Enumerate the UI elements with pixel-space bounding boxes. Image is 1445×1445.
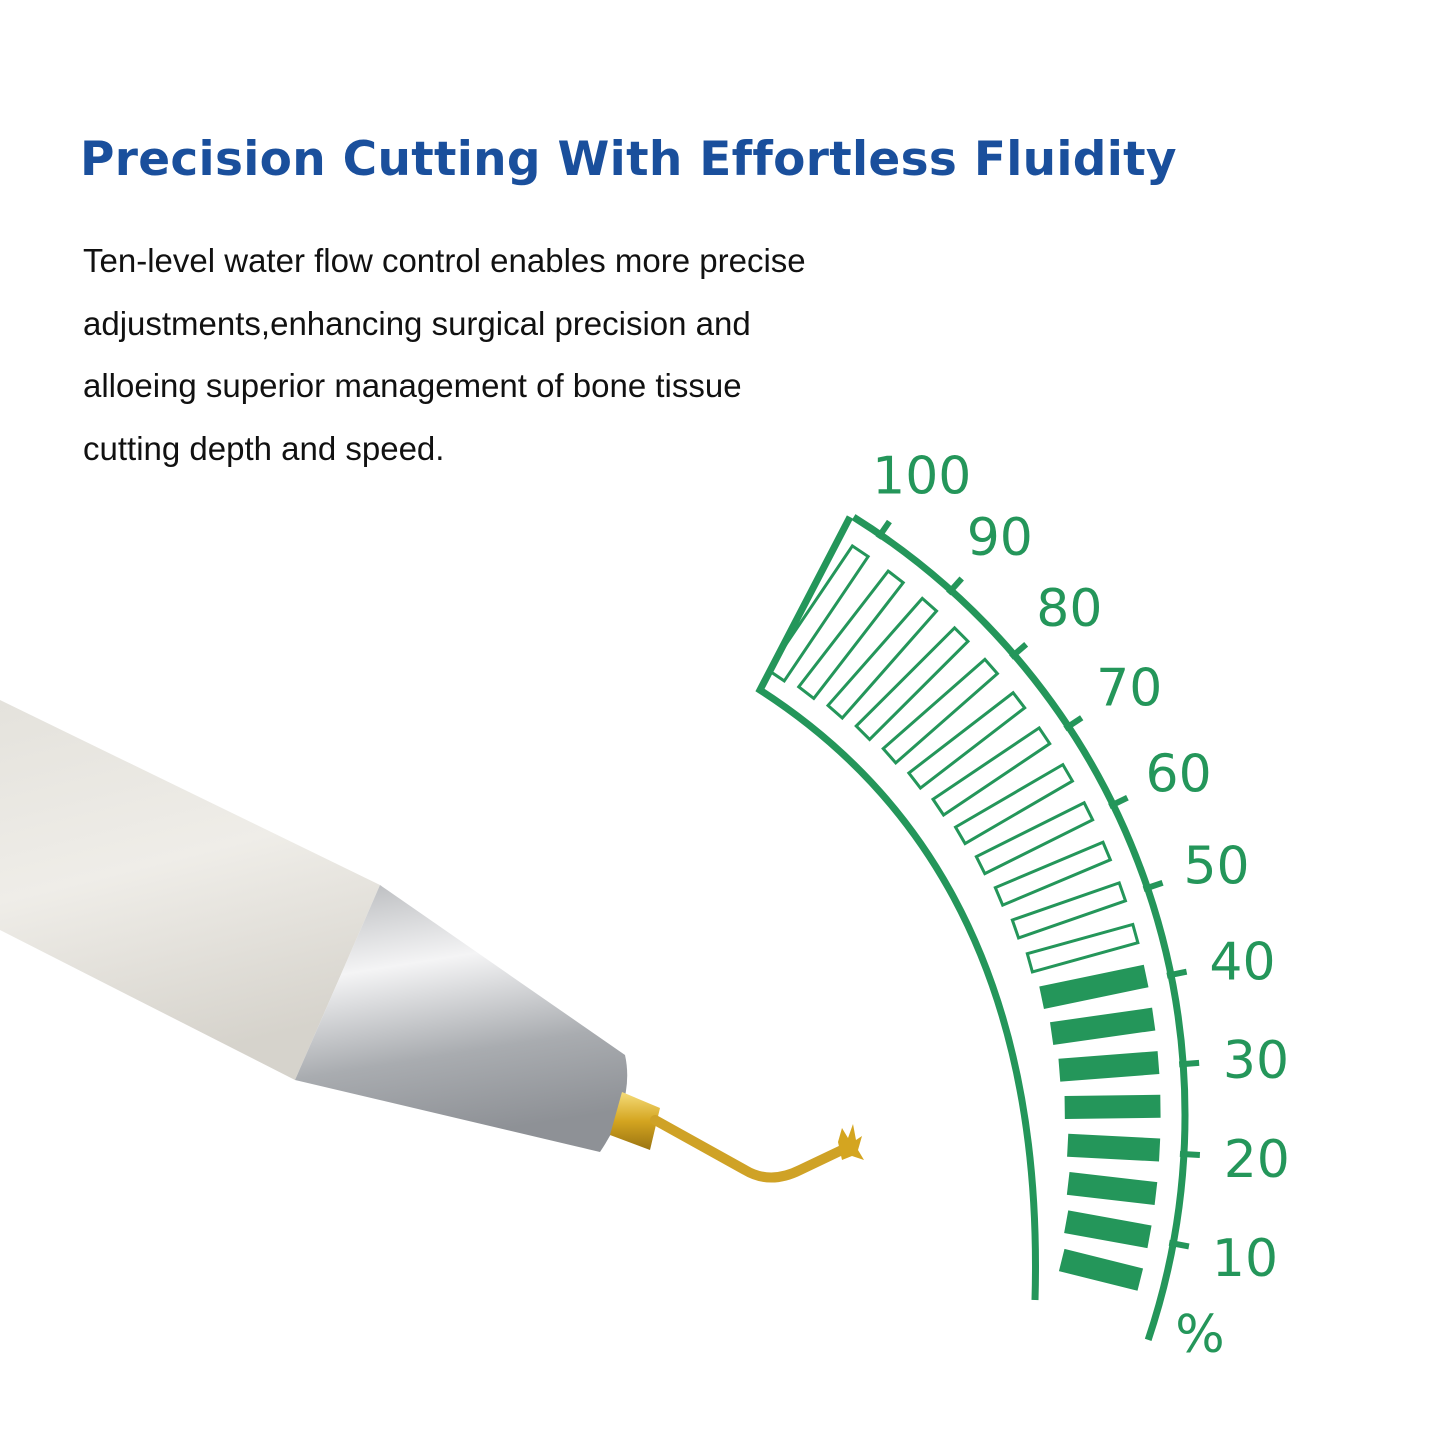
gauge-segment-empty (974, 800, 1095, 876)
gauge-unit-label: % (1175, 1305, 1224, 1365)
gauge-segment-empty (906, 690, 1027, 791)
gauge-tick-label: 30 (1223, 1031, 1289, 1091)
gauge-tick (1179, 1150, 1201, 1158)
gauge-segment-empty (796, 568, 906, 701)
gauge-tick (1166, 968, 1188, 979)
gauge-segment-filled (1050, 1007, 1156, 1045)
gauge-tick-label: 40 (1209, 932, 1275, 992)
gauge-segment-filled (1039, 964, 1149, 1010)
handpiece-body (0, 700, 380, 1080)
gauge-tick (875, 519, 892, 540)
gauge-segment-filled (1058, 1051, 1160, 1082)
gauge-segment-filled (1064, 1210, 1152, 1249)
gauge-tick-label: 90 (967, 508, 1033, 568)
gauge-outer-arc (851, 514, 1189, 1341)
description-line: cutting depth and speed. (83, 429, 445, 467)
gauge-segment-empty (766, 543, 871, 684)
page-title: Precision Cutting With Effortless Fluidi… (80, 132, 1177, 187)
gauge-segment-empty (1025, 922, 1140, 974)
gauge-tick-label: 80 (1036, 579, 1102, 639)
gauge-tick (1009, 642, 1029, 660)
gauge-segment-empty (993, 840, 1113, 908)
surgical-tip (650, 1115, 847, 1183)
description-line: alloeing superior management of bone tis… (83, 367, 742, 404)
gauge-tick-label: 60 (1146, 745, 1212, 805)
gauge-tick-label: 50 (1183, 836, 1249, 896)
gauge-segment-filled (1067, 1133, 1161, 1162)
handpiece (0, 700, 864, 1183)
gauge-tick-label: 100 (872, 447, 971, 507)
gauge-segment-filled (1064, 1094, 1161, 1119)
description-line: adjustments,enhancing surgical precision… (83, 304, 751, 342)
gauge-segment-empty (881, 657, 1000, 765)
gauge-segment-filled (1058, 1248, 1144, 1291)
description-line: Ten-level water flow control enables mor… (83, 242, 806, 279)
gauge-tick (1108, 794, 1129, 810)
gauge-tick (1178, 1059, 1200, 1068)
gauge-segment-empty (930, 725, 1052, 818)
tip-crown (838, 1124, 864, 1160)
gauge-tick (946, 576, 964, 596)
gauge-tick-label: 20 (1224, 1130, 1290, 1190)
gauge-segment-empty (1010, 880, 1128, 940)
gauge-segment-empty (854, 625, 971, 742)
description: Ten-level water flow control enables mor… (83, 230, 983, 480)
handpiece-nose-cone (295, 885, 628, 1152)
gauge-tick-label: 10 (1212, 1229, 1278, 1289)
gauge-tick (1142, 879, 1164, 893)
gauge-tick (1168, 1239, 1190, 1250)
gauge-tick (1063, 715, 1084, 732)
gauge-segment-empty (825, 596, 939, 721)
gauge-segment-filled (1066, 1171, 1158, 1206)
tip-collar (610, 1092, 660, 1150)
gauge-segment-empty (953, 762, 1075, 846)
gauge-tick-label: 70 (1096, 658, 1162, 718)
gauge-inner-arc (755, 515, 1039, 1301)
